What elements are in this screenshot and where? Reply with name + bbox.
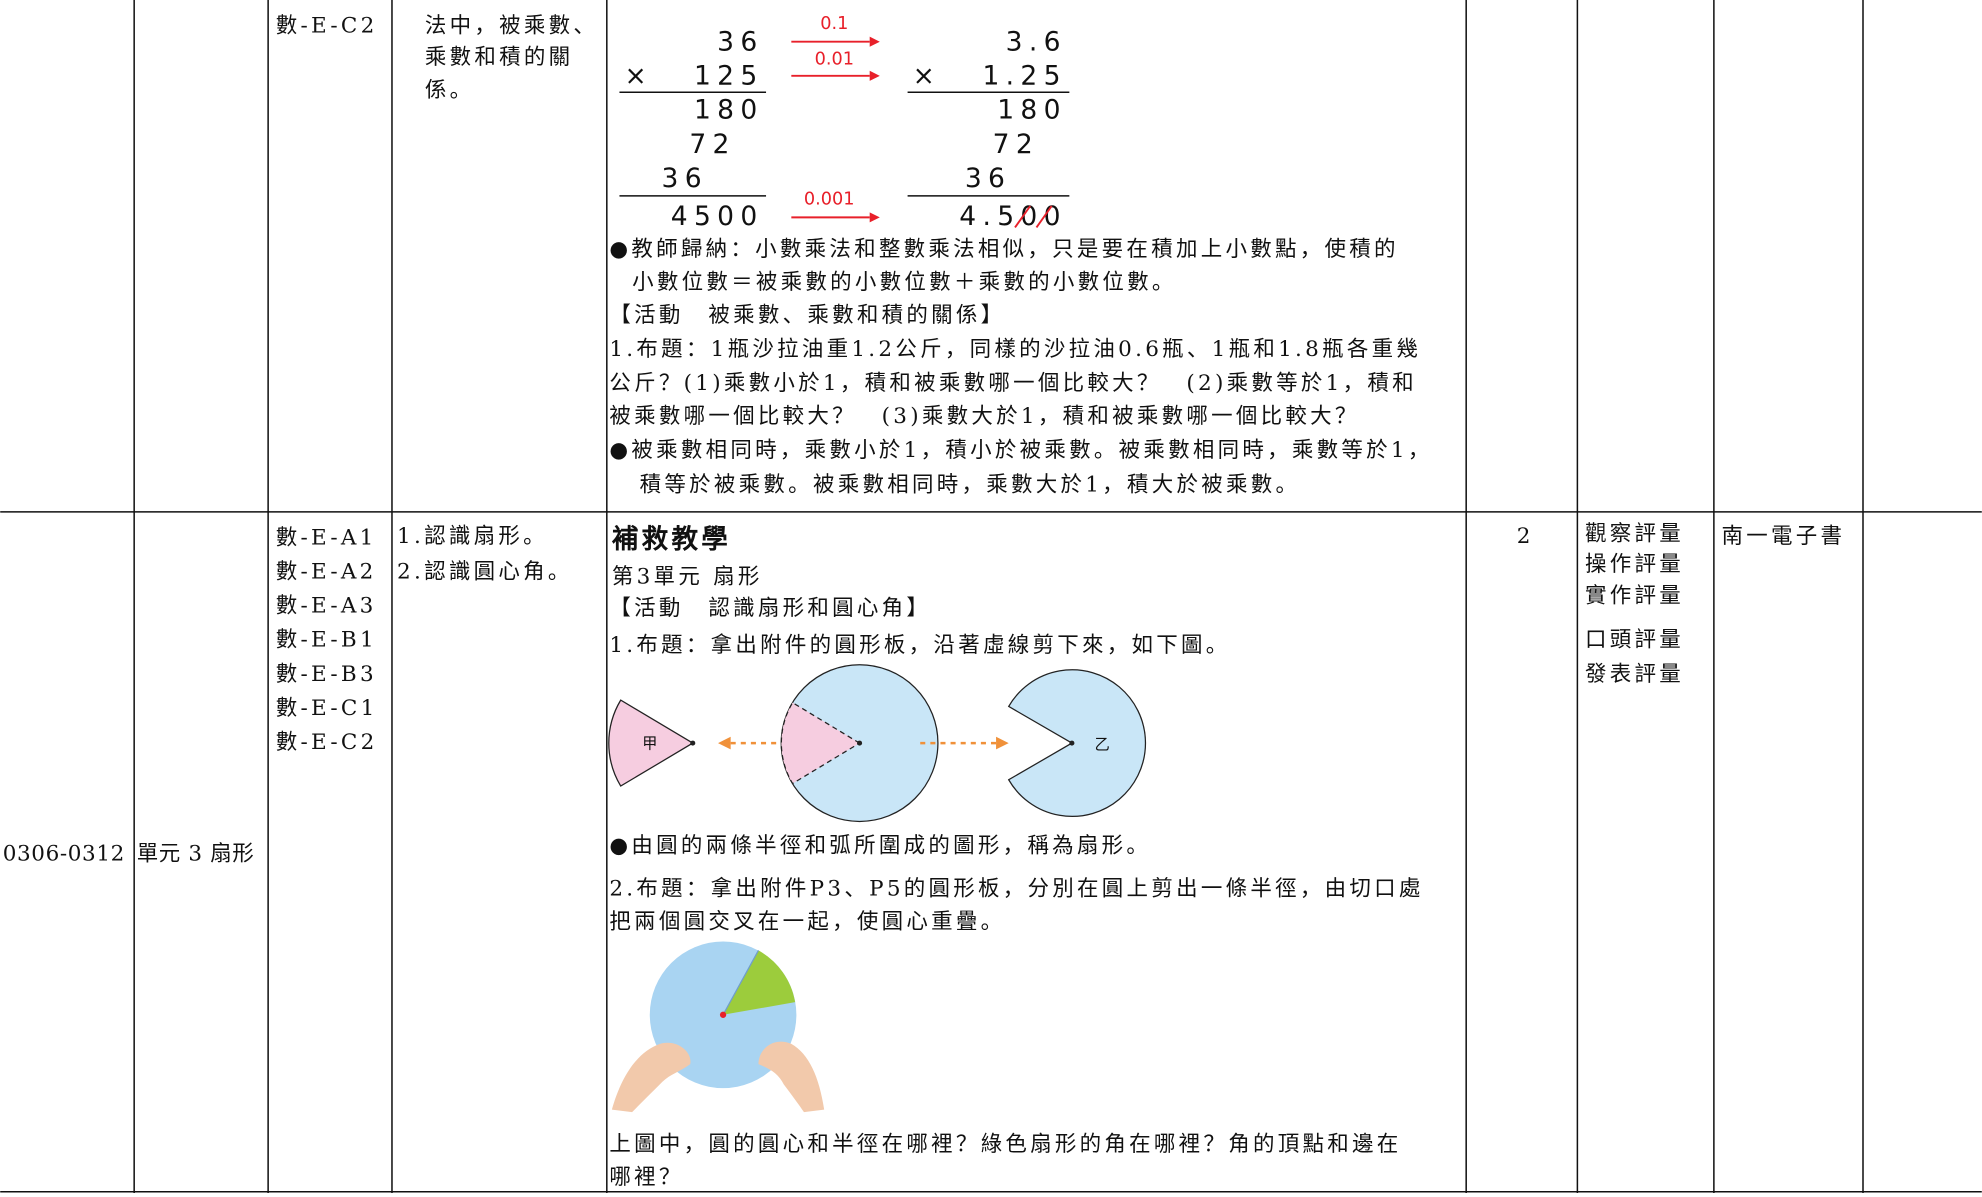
content-line: 2.布題：拿出附件P3、P5的圓形板，分別在圓上剪出一條半徑，由切口處 [609,876,1423,902]
factor-label: 0.1 [820,14,848,34]
content-line: ●教師歸納：小數乘法和整數乘法相似，只是要在積加上小數點，使積的 [609,237,1398,262]
assessment: 發表評量 [1585,662,1684,687]
arrow-head [718,736,731,750]
partial: 36 [965,163,1011,194]
content-line: 把兩個圓交叉在一起，使圓心重疊。 [609,910,1005,935]
objective: 1.認識扇形。 [397,524,548,549]
content-line: 積等於被乘數。被乘數相同時，乘數大於1，積大於被乘數。 [640,472,1301,497]
times-sign: × [625,61,654,92]
multiplier: 1.25 [982,61,1066,92]
unit: 單元 3 扇形 [137,841,255,866]
competency: 數-E-A2 [276,559,377,584]
strike [1035,205,1053,229]
product: 4500 [671,201,764,232]
objective-line: 係。 [425,78,475,103]
competency: 數-E-C2 [276,14,378,39]
dates: 0306-0312 [3,841,125,866]
sector-b [1007,669,1147,818]
partial: 72 [993,129,1039,160]
assessment: 操作評量 [1585,552,1684,577]
times-sign: × [913,61,942,92]
radius [722,950,760,1016]
content-title: 補救教學 [611,524,731,555]
partial: 180 [997,95,1067,126]
content-line: 1.布題：1瓶沙拉油重1.2公斤，同樣的沙拉油0.6瓶、1瓶和1.8瓶各重幾 [609,337,1421,362]
content-line: ●由圓的兩條半徑和弧所圍成的圖形，稱為扇形。 [609,834,1151,859]
assessment: 口頭評量 [1585,628,1684,653]
partial: 36 [662,163,708,194]
center-dot [1069,740,1075,746]
objective-line: 法中，被乘數、 [425,14,598,39]
content-line: 小數位數＝被乘數的小數位數＋乘數的小數位數。 [632,270,1177,295]
green-sector [723,950,796,1015]
content-line: 公斤？(1)乘數小於1，積和被乘數哪一個比較大？ (2)乘數等於1，積和 [609,371,1417,396]
multiplicand: 36 [717,26,763,57]
arrow-head [869,70,880,81]
product: 4.500 [959,201,1067,232]
content-line: 上圖中，圓的圓心和半徑在哪裡？綠色扇形的角在哪裡？角的頂點和邊在 [609,1132,1401,1157]
photo-circles [609,941,837,1119]
competency: 數-E-B3 [276,662,377,687]
content-line: 【活動 認識扇形和圓心角】 [609,596,931,621]
center-dot [857,740,863,746]
content-line: 1.布題：拿出附件的圓形板，沿著虛線剪下來，如下圖。 [609,632,1230,658]
content-line: 被乘數哪一個比較大？ (3)乘數大於1，積和被乘數哪一個比較大？ [609,404,1359,429]
sector-cut [780,701,861,785]
center-dot [690,740,696,746]
arrow-head [869,36,880,47]
figure-label: 甲 [642,734,657,752]
factor-label: 0.001 [804,190,855,210]
left-hand [611,1042,691,1113]
competency: 數-E-A3 [276,594,377,619]
arrow-head [869,212,880,223]
multiplier: 125 [694,61,764,92]
assessment: 實作評量 [1585,584,1684,609]
center-dot [719,1011,727,1018]
multiplication-figure: 36 × 125 180 72 36 4500 0.1 0.01 0.001 3… [619,14,1070,232]
sector-a [608,699,694,787]
competency: 數-E-C2 [276,730,378,755]
resources: 南一電子書 [1721,524,1845,549]
partial: 72 [689,129,735,160]
content-line: 第3單元 扇形 [612,565,763,590]
periods: 2 [1517,524,1534,549]
sector-figure: 甲 乙 [608,664,1147,823]
content-line: 哪裡？ [609,1165,683,1190]
competency: 數-E-B1 [276,628,377,653]
competency: 數-E-C1 [276,696,378,721]
strike [1014,205,1031,229]
right-hand [758,1041,825,1113]
content-line: ●被乘數相同時，乘數小於1，積小於被乘數。被乘數相同時，乘數等於1， [609,438,1432,463]
content-line: 【活動 被乘數、乘數和積的關係】 [609,303,1005,328]
arrow-head [996,736,1009,750]
competency: 數-E-A1 [276,525,377,550]
partial: 180 [694,95,764,126]
objective-line: 乘數和積的關 [425,45,574,70]
factor-label: 0.01 [815,49,854,69]
assessment: 觀察評量 [1585,522,1684,547]
multiplicand: 3.6 [1006,26,1067,57]
objective: 2.認識圓心角。 [397,559,573,584]
figure-label: 乙 [1095,736,1110,754]
